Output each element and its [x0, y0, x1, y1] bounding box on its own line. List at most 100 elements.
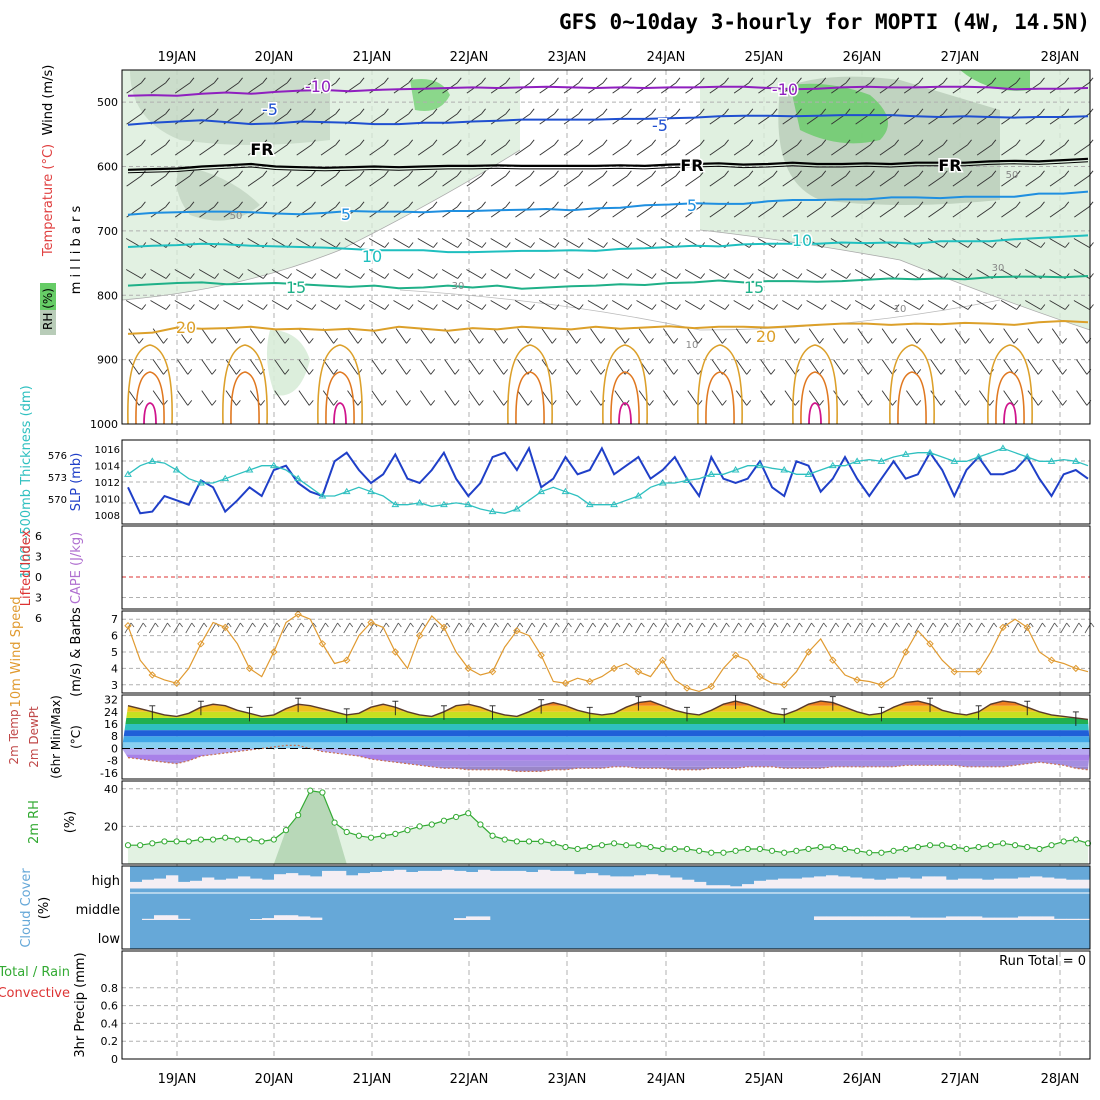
wind-barb-flag: [846, 273, 851, 279]
cloud-high-gap: [862, 878, 875, 889]
thickness-point: [731, 466, 740, 473]
rh2m-point: [185, 838, 192, 845]
wind-barb-flag: [337, 622, 341, 628]
wind-barb-flag: [673, 338, 679, 344]
wind-barb-flag: [262, 77, 268, 84]
wind-barb: [247, 82, 264, 94]
cloud-high-gap: [430, 870, 443, 889]
wind-barb: [563, 300, 580, 310]
wind-barb: [345, 144, 361, 156]
wind-barb-flag: [505, 77, 511, 84]
rh2m-point: [319, 789, 326, 796]
rh2m-point: [1048, 842, 1055, 849]
wind-barb-flag: [432, 139, 438, 146]
wind-barb: [1049, 238, 1066, 248]
wind-barb-flag: [943, 304, 949, 310]
wind-barb: [343, 622, 351, 634]
wind-barb-flag: [627, 273, 633, 279]
contour-label: FR: [938, 156, 961, 175]
wind-barb: [1000, 300, 1017, 310]
wind-barb: [298, 359, 310, 375]
wind-barb-flag: [918, 139, 924, 146]
wind-barb-flag: [624, 338, 630, 344]
temp-band: [122, 701, 1090, 706]
wind-barb: [784, 328, 796, 344]
li-tick-label: 6: [35, 612, 42, 625]
cloud-high-gap: [130, 881, 143, 889]
wind-barb: [274, 359, 286, 375]
wind-barb: [709, 206, 725, 218]
slp-tick-label: 1014: [95, 462, 120, 473]
wind-speed-point: [318, 640, 327, 648]
wind-barb: [586, 622, 594, 634]
wind-barb: [468, 390, 480, 406]
cloud-high-gap: [778, 878, 791, 889]
wind-barb: [441, 300, 458, 310]
wind-barb: [952, 144, 968, 156]
wind-barb: [490, 206, 507, 218]
wind-barb-flag: [470, 622, 475, 628]
wind-barb: [854, 300, 872, 310]
wind-barb-flag: [748, 273, 754, 279]
wind-barb-flag: [578, 201, 584, 208]
wind-barb: [757, 300, 774, 310]
li-tick-label: 6: [35, 530, 42, 543]
wind-barb: [636, 269, 653, 279]
wind-barb-flag: [213, 108, 219, 115]
wind-barb-flag: [213, 77, 219, 84]
x-tick-label-bottom: 24JAN: [647, 1072, 686, 1087]
wind-barb-flag: [189, 108, 195, 115]
wind-barb: [420, 359, 432, 375]
wind-barb: [177, 390, 189, 406]
wind-barb-flag: [726, 622, 730, 628]
wind-speed-point: [658, 656, 667, 664]
wind-barb: [489, 622, 496, 634]
temp2m-line: [127, 700, 1089, 721]
wind-barb-flag: [724, 273, 730, 279]
temp-contour-35: [333, 402, 347, 425]
cloud-high-gap: [454, 870, 467, 889]
wind-barb-flag: [335, 170, 341, 177]
thickness-point: [391, 500, 400, 508]
wind-barb-flag: [797, 201, 802, 208]
thickness-point: [561, 487, 570, 495]
cloud-middle-gap: [250, 919, 263, 920]
mb-tick-label: 800: [97, 289, 118, 302]
thickness-point: [780, 466, 789, 473]
wind-barb: [744, 622, 752, 634]
wind-barb: [320, 300, 337, 310]
wind-barb: [806, 206, 823, 218]
wind-barb-flag: [627, 108, 632, 115]
wind-barb: [393, 144, 409, 156]
rh2m-point: [890, 847, 897, 854]
wind-barb-flag: [240, 622, 244, 628]
wind-barb: [515, 175, 531, 187]
panel-frame-cape: [121, 525, 1091, 610]
wind-barb-flag: [1040, 242, 1046, 248]
wind-barb-flag: [673, 400, 679, 406]
x-tick-label-top: 22JAN: [450, 50, 489, 65]
rh2m-point: [598, 842, 606, 849]
wind-barb: [515, 206, 531, 218]
wind-barb-flag: [359, 108, 365, 115]
wind-barb: [468, 328, 480, 344]
cloud-high-gap: [1078, 879, 1091, 889]
wind-barb-flag: [335, 201, 341, 208]
run-total-label: Run Total = 0: [999, 954, 1086, 969]
wind-barb: [831, 175, 847, 187]
y-axis-label-convective: Convective: [0, 986, 70, 1001]
thickness-point: [683, 476, 691, 483]
wind-barb-flag: [551, 369, 557, 375]
wind-speed-point: [440, 623, 448, 632]
wind-barb: [344, 300, 361, 310]
wind-barb-flag: [213, 170, 219, 177]
y-axis-label-cloud-unit: (%): [37, 897, 52, 920]
wind-barb: [587, 269, 604, 279]
wind-barb-flag: [187, 338, 193, 344]
wind-barb-flag: [748, 77, 754, 84]
wind-barb-flag: [433, 242, 438, 248]
wind-barb: [466, 238, 483, 248]
wind-barb-flag: [649, 400, 654, 406]
cloud-high-gap: [910, 878, 923, 889]
wind-barb-flag: [163, 369, 168, 375]
